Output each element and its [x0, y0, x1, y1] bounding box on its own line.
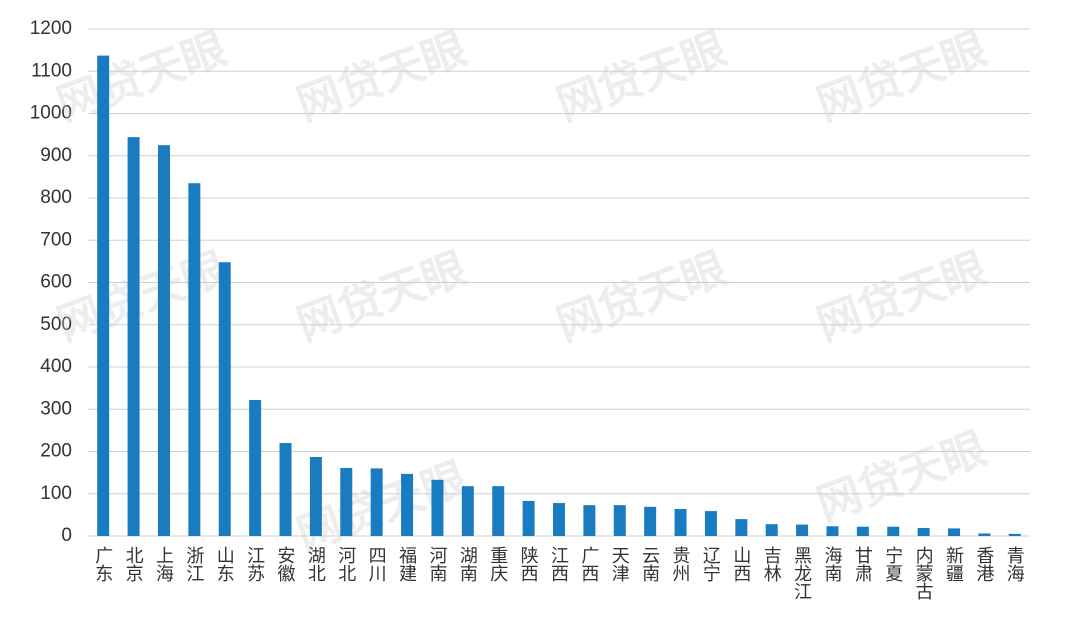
bar	[856, 526, 869, 536]
x-tick-label: 湖北	[306, 546, 326, 582]
x-tick-label: 天津	[610, 546, 630, 582]
x-tick-label: 新疆	[944, 546, 964, 582]
bar	[644, 506, 657, 536]
bar	[461, 486, 474, 536]
bar	[613, 505, 626, 536]
x-tick-label: 宁夏	[883, 546, 903, 582]
x-tick-label: 上海	[154, 546, 174, 582]
x-tick-label: 山东	[215, 546, 235, 582]
bar	[492, 486, 505, 536]
bar	[127, 137, 140, 536]
x-tick-label: 甘肃	[853, 546, 873, 582]
y-tick-label: 1000	[30, 103, 72, 124]
bar	[948, 528, 961, 536]
x-tick-label: 贵州	[671, 546, 691, 582]
bar	[431, 479, 444, 536]
x-tick-label: 香港	[974, 546, 994, 582]
x-tick-label: 安徽	[276, 546, 296, 582]
x-tick-label: 北京	[124, 546, 144, 583]
bar	[917, 527, 930, 536]
watermark: 网贷天眼	[551, 24, 733, 130]
x-tick-label: 江苏	[245, 546, 265, 582]
bar	[279, 443, 292, 536]
y-tick-label: 700	[40, 229, 72, 250]
y-tick-label: 800	[40, 187, 72, 208]
x-tick-label: 黑龙江	[792, 546, 812, 600]
bar	[370, 468, 383, 536]
y-tick-label: 600	[40, 272, 72, 293]
bar	[765, 524, 778, 536]
watermark: 网贷天眼	[51, 244, 233, 350]
bar	[188, 183, 201, 536]
bar	[218, 262, 231, 536]
bar	[249, 399, 262, 536]
bar	[553, 503, 565, 536]
x-tick-label: 青海	[1005, 546, 1025, 582]
bar	[583, 505, 596, 536]
x-tick-label: 重庆	[488, 546, 508, 582]
watermark: 网贷天眼	[811, 24, 993, 130]
x-tick-label: 海南	[822, 546, 842, 582]
y-tick-label: 200	[40, 441, 72, 462]
bar	[735, 519, 748, 536]
bar	[401, 473, 414, 536]
y-tick-label: 100	[40, 483, 72, 504]
bar	[1008, 533, 1021, 536]
bar	[826, 526, 839, 536]
watermark: 网贷天眼	[811, 424, 993, 530]
x-tick-label: 河北	[336, 546, 356, 582]
watermark: 网贷天眼	[811, 244, 993, 350]
x-tick-label: 广东	[93, 546, 113, 582]
x-tick-label: 江西	[549, 546, 569, 582]
y-tick-label: 500	[40, 314, 72, 335]
x-tick-label: 福建	[397, 546, 417, 582]
x-tick-label: 浙江	[184, 546, 204, 582]
x-tick-label: 广西	[579, 546, 599, 582]
x-tick-label: 河南	[427, 546, 447, 582]
bar	[340, 467, 353, 536]
watermark: 网贷天眼	[291, 244, 473, 350]
watermark: 网贷天眼	[51, 24, 233, 130]
x-tick-label: 内蒙古	[914, 546, 934, 600]
x-tick-label: 湖南	[458, 546, 478, 582]
x-tick-label: 云南	[640, 546, 660, 582]
y-tick-label: 1200	[30, 18, 72, 39]
y-tick-label: 900	[40, 145, 72, 166]
x-tick-label: 陕西	[519, 546, 539, 582]
bar	[97, 55, 110, 537]
bar	[309, 456, 322, 536]
bar	[887, 526, 900, 536]
bar	[674, 508, 687, 536]
x-tick-label: 辽宁	[701, 546, 721, 582]
watermark: 网贷天眼	[291, 24, 473, 130]
x-tick-label: 四川	[367, 546, 387, 582]
bar	[704, 511, 717, 536]
bar	[157, 145, 170, 536]
bar	[796, 524, 809, 536]
y-tick-label: 400	[40, 356, 72, 377]
watermark: 网贷天眼	[551, 244, 733, 350]
bar	[978, 533, 991, 536]
x-tick-label: 山西	[731, 546, 751, 582]
bar	[522, 500, 535, 536]
y-tick-label: 1100	[31, 60, 72, 81]
y-tick-label: 0	[61, 525, 72, 546]
y-tick-label: 300	[40, 398, 72, 419]
x-tick-label: 吉林	[762, 546, 782, 582]
